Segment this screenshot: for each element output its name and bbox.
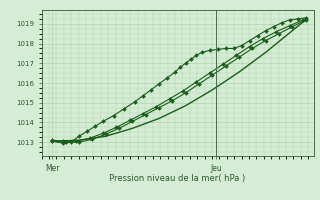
X-axis label: Pression niveau de la mer( hPa ): Pression niveau de la mer( hPa ) [109, 174, 246, 183]
